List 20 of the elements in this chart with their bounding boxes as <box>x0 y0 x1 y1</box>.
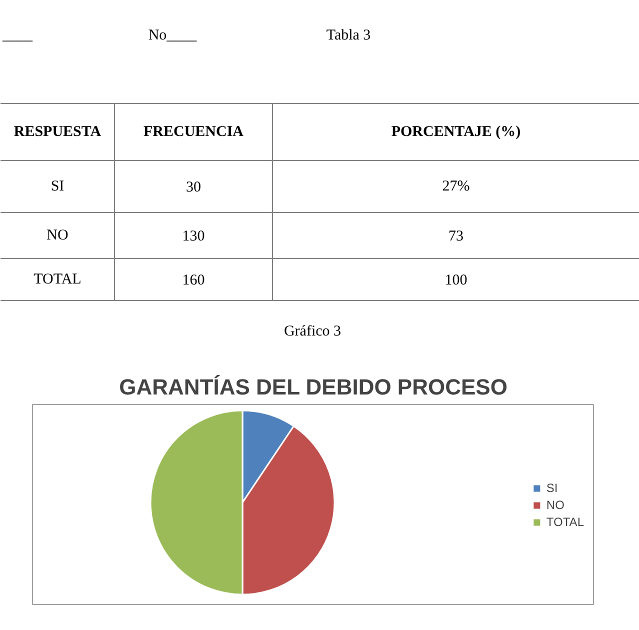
text: RESPUESTA <box>14 124 102 140</box>
legend-label: TOTAL <box>546 514 584 528</box>
text: PORCENTAJE (%) <box>391 124 521 140</box>
chart-title: GARANTÍAS DEL DEBIDO PROCESO <box>119 374 508 400</box>
text: 100 <box>444 272 468 288</box>
text: FRECUENCIA <box>144 124 244 140</box>
legend-label: NO <box>546 498 566 512</box>
text: 160 <box>182 272 205 288</box>
text: SI <box>50 178 64 194</box>
text: Tabla 3 <box>326 28 371 44</box>
text: 130 <box>182 228 205 244</box>
text: TOTAL <box>34 272 82 288</box>
text: 27% <box>442 178 470 194</box>
text: NO <box>46 228 68 244</box>
legend-label: SI <box>546 480 559 494</box>
text: 30 <box>186 180 201 196</box>
text: Gráfico 3 <box>284 324 342 340</box>
text: No____ <box>148 28 198 44</box>
text: ____ <box>2 28 33 44</box>
text: 73 <box>448 228 464 244</box>
